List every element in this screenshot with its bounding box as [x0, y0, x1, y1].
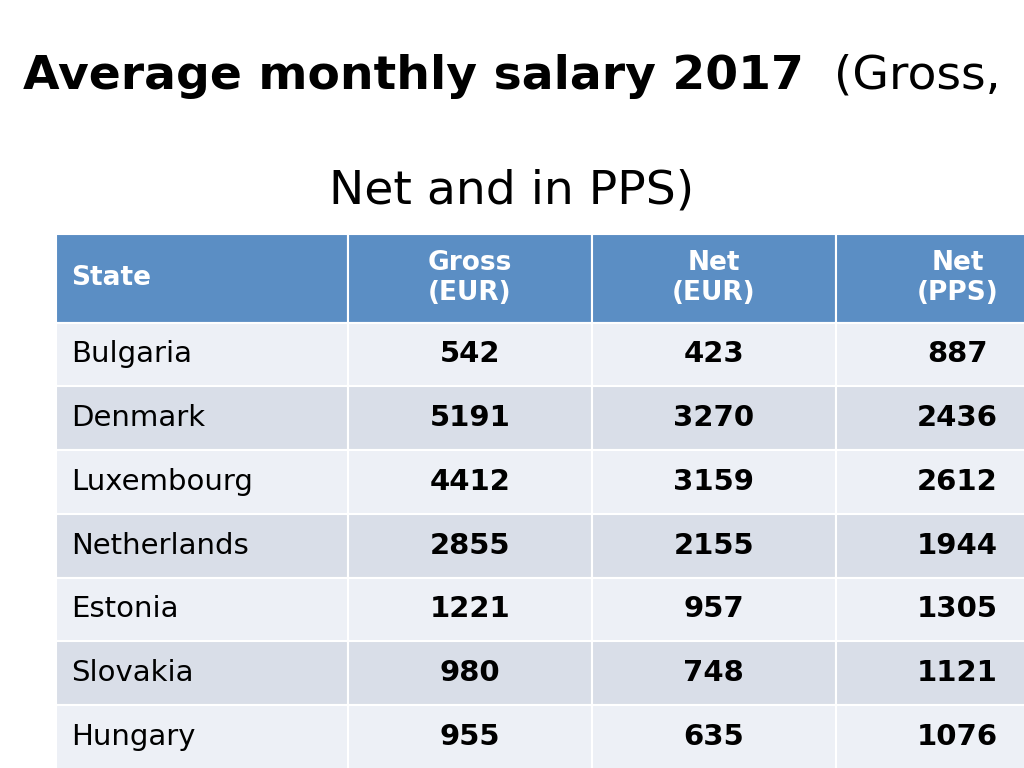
Text: 5191: 5191 — [430, 404, 510, 432]
FancyBboxPatch shape — [836, 386, 1024, 450]
FancyBboxPatch shape — [56, 234, 348, 323]
Text: 1076: 1076 — [916, 723, 998, 751]
Text: 1944: 1944 — [916, 531, 998, 560]
Text: 887: 887 — [927, 340, 988, 369]
FancyBboxPatch shape — [56, 641, 348, 705]
FancyBboxPatch shape — [592, 323, 836, 386]
FancyBboxPatch shape — [348, 450, 592, 514]
FancyBboxPatch shape — [836, 514, 1024, 578]
FancyBboxPatch shape — [592, 578, 836, 641]
FancyBboxPatch shape — [56, 450, 348, 514]
Text: 2855: 2855 — [430, 531, 510, 560]
FancyBboxPatch shape — [592, 705, 836, 768]
Text: 957: 957 — [683, 595, 744, 624]
FancyBboxPatch shape — [592, 450, 836, 514]
Text: 955: 955 — [439, 723, 501, 751]
Text: 2155: 2155 — [674, 531, 754, 560]
Text: Slovakia: Slovakia — [71, 659, 194, 687]
FancyBboxPatch shape — [592, 514, 836, 578]
FancyBboxPatch shape — [836, 578, 1024, 641]
Text: 3159: 3159 — [673, 468, 755, 496]
Text: State: State — [71, 266, 151, 291]
FancyBboxPatch shape — [348, 514, 592, 578]
Text: Gross
(EUR): Gross (EUR) — [428, 250, 512, 306]
Text: 3270: 3270 — [673, 404, 755, 432]
Text: 2436: 2436 — [916, 404, 998, 432]
FancyBboxPatch shape — [56, 578, 348, 641]
Text: 1221: 1221 — [430, 595, 510, 624]
FancyBboxPatch shape — [56, 386, 348, 450]
FancyBboxPatch shape — [836, 450, 1024, 514]
Text: Bulgaria: Bulgaria — [71, 340, 191, 369]
FancyBboxPatch shape — [592, 386, 836, 450]
FancyBboxPatch shape — [56, 514, 348, 578]
Text: 2612: 2612 — [918, 468, 997, 496]
FancyBboxPatch shape — [348, 641, 592, 705]
Text: 635: 635 — [683, 723, 744, 751]
Text: Net
(EUR): Net (EUR) — [672, 250, 756, 306]
Text: 980: 980 — [439, 659, 501, 687]
Text: Estonia: Estonia — [71, 595, 178, 624]
FancyBboxPatch shape — [348, 323, 592, 386]
Text: Luxembourg: Luxembourg — [71, 468, 253, 496]
Text: Average monthly salary 2017: Average monthly salary 2017 — [24, 54, 804, 99]
Text: 1121: 1121 — [918, 659, 997, 687]
FancyBboxPatch shape — [836, 323, 1024, 386]
Text: 1305: 1305 — [916, 595, 998, 624]
Text: Hungary: Hungary — [71, 723, 196, 751]
Text: Net
(PPS): Net (PPS) — [916, 250, 998, 306]
Text: 748: 748 — [683, 659, 744, 687]
Text: 423: 423 — [683, 340, 744, 369]
FancyBboxPatch shape — [836, 641, 1024, 705]
FancyBboxPatch shape — [592, 641, 836, 705]
FancyBboxPatch shape — [348, 386, 592, 450]
FancyBboxPatch shape — [56, 705, 348, 768]
FancyBboxPatch shape — [836, 234, 1024, 323]
Text: 542: 542 — [439, 340, 501, 369]
FancyBboxPatch shape — [592, 234, 836, 323]
Text: 4412: 4412 — [430, 468, 510, 496]
Text: Denmark: Denmark — [71, 404, 205, 432]
FancyBboxPatch shape — [56, 323, 348, 386]
Text: Netherlands: Netherlands — [71, 531, 249, 560]
Text: (Gross,: (Gross, — [804, 54, 1000, 99]
FancyBboxPatch shape — [836, 705, 1024, 768]
Text: Net and in PPS): Net and in PPS) — [330, 169, 694, 214]
FancyBboxPatch shape — [348, 705, 592, 768]
FancyBboxPatch shape — [348, 234, 592, 323]
FancyBboxPatch shape — [348, 578, 592, 641]
